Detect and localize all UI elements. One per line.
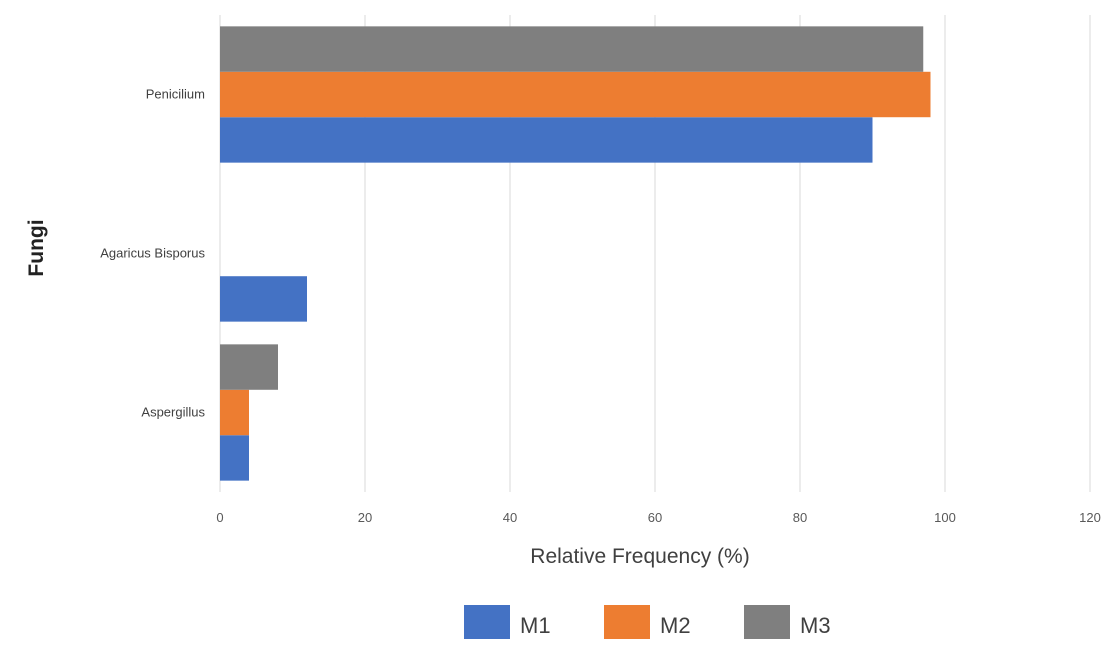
- x-tick-label: 0: [216, 510, 223, 525]
- x-tick-label: 20: [358, 510, 372, 525]
- x-tick-label: 120: [1079, 510, 1101, 525]
- legend-label-m3: M3: [800, 613, 831, 638]
- legend-swatch-m3: [744, 605, 790, 639]
- bar-m3-aspergillus: [220, 344, 278, 390]
- y-category-labels: Penicilium Agaricus Bisporus Aspergillus: [100, 87, 205, 420]
- x-tick-label: 40: [503, 510, 517, 525]
- y-axis-title: Fungi: [25, 219, 48, 276]
- legend-swatch-m2: [604, 605, 650, 639]
- legend: M1 M2 M3: [464, 605, 831, 639]
- bar-m2-penicilium: [220, 71, 931, 118]
- x-tick-label: 80: [793, 510, 807, 525]
- bar-m1-agaricus-bisporus: [220, 276, 307, 322]
- bars: [220, 26, 931, 481]
- bar-m3-penicilium: [220, 26, 924, 72]
- x-tick-labels: 0 20 40 60 80 100 120: [216, 510, 1100, 525]
- legend-label-m2: M2: [660, 613, 691, 638]
- legend-label-m1: M1: [520, 613, 551, 638]
- y-category-label: Agaricus Bisporus: [100, 246, 205, 261]
- bar-m1-penicilium: [220, 117, 873, 163]
- bar-m2-aspergillus: [220, 389, 249, 436]
- bar-m1-aspergillus: [220, 435, 249, 481]
- y-category-label: Penicilium: [146, 87, 205, 102]
- x-tick-label: 60: [648, 510, 662, 525]
- x-tick-label: 100: [934, 510, 956, 525]
- legend-swatch-m1: [464, 605, 510, 639]
- x-axis-title: Relative Frequency (%): [530, 545, 749, 568]
- y-category-label: Aspergillus: [141, 405, 205, 420]
